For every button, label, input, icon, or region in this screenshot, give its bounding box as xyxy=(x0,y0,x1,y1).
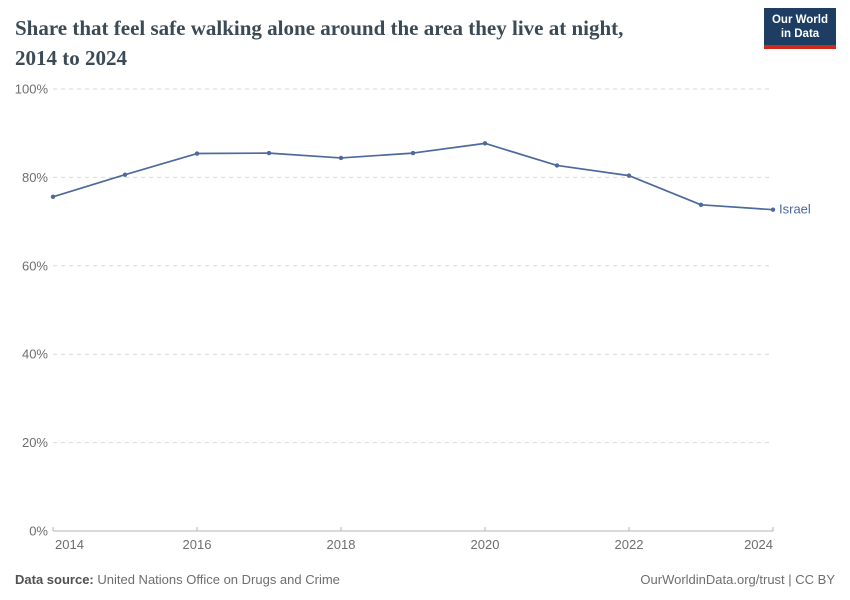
y-axis-tick-label: 40% xyxy=(22,347,48,362)
y-axis-tick-label: 20% xyxy=(22,435,48,450)
data-point[interactable] xyxy=(554,163,560,168)
data-source-text: United Nations Office on Drugs and Crime xyxy=(93,572,340,587)
data-point[interactable] xyxy=(770,207,776,212)
x-axis-tick-label: 2018 xyxy=(327,537,356,552)
data-point[interactable] xyxy=(266,150,272,156)
data-source: Data source: United Nations Office on Dr… xyxy=(15,572,340,587)
chart-footer: Data source: United Nations Office on Dr… xyxy=(15,572,835,587)
y-axis-tick-label: 100% xyxy=(15,82,49,97)
series-end-label: Israel xyxy=(779,202,811,217)
x-axis-tick-label: 2022 xyxy=(615,537,644,552)
data-point[interactable] xyxy=(482,141,488,146)
x-axis-tick-label: 2024 xyxy=(744,537,773,552)
data-point[interactable] xyxy=(626,173,632,178)
data-point[interactable] xyxy=(338,155,344,161)
chart-title-line1: Share that feel safe walking alone aroun… xyxy=(15,16,624,40)
owid-logo-line1: Our World xyxy=(771,14,828,26)
x-axis-tick-label: 2020 xyxy=(471,537,500,552)
data-point[interactable] xyxy=(698,202,704,208)
y-axis-tick-label: 0% xyxy=(29,524,48,539)
data-point[interactable] xyxy=(410,150,416,156)
y-axis-tick-label: 80% xyxy=(22,170,48,185)
chart-title-line2: 2014 to 2024 xyxy=(15,46,127,70)
owid-logo[interactable]: Our World in Data xyxy=(764,8,836,49)
y-axis-tick-label: 60% xyxy=(22,258,48,273)
chart-title: Share that feel safe walking alone aroun… xyxy=(15,13,745,73)
x-axis-tick-label: 2016 xyxy=(183,537,212,552)
data-point[interactable] xyxy=(122,172,128,177)
credit-link[interactable]: OurWorldinData.org/trust | CC BY xyxy=(640,572,835,587)
x-axis-tick-label: 2014 xyxy=(55,537,84,552)
data-point[interactable] xyxy=(194,151,200,156)
owid-logo-line2: in Data xyxy=(780,28,820,40)
data-source-label: Data source: xyxy=(15,572,94,587)
data-point[interactable] xyxy=(50,194,56,200)
